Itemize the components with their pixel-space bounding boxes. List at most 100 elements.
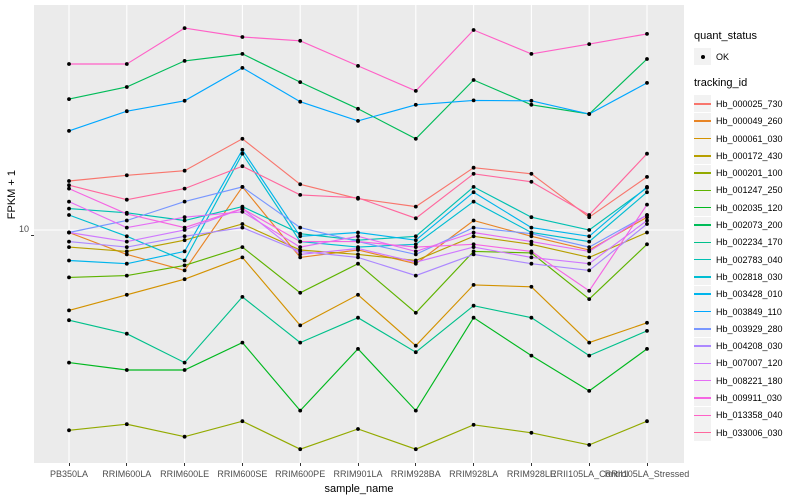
x-tick-mark (646, 463, 648, 466)
data-point (587, 443, 592, 447)
line-swatch (694, 389, 711, 407)
data-point (413, 102, 418, 107)
data-point (356, 255, 360, 260)
line-swatch (694, 285, 711, 303)
data-point (356, 315, 360, 320)
x-tick-label: RRIM928LA (449, 469, 499, 479)
legend-item-Hb_002783_040: Hb_002783_040 (694, 251, 800, 269)
x-tick-mark (241, 463, 243, 466)
legend-item-label: Hb_002234_170 (716, 237, 783, 248)
data-point (645, 57, 649, 61)
line-swatch-segment (694, 155, 711, 157)
data-point (587, 228, 592, 232)
y-tick-mark (31, 234, 34, 236)
data-point (356, 239, 360, 244)
legend-item-Hb_002234_170: Hb_002234_170 (694, 233, 800, 251)
data-point (471, 234, 476, 239)
data-point (298, 447, 303, 452)
data-point (124, 292, 129, 297)
data-point (182, 26, 187, 30)
data-point (529, 239, 534, 244)
data-point (124, 239, 129, 244)
data-point (298, 234, 303, 239)
data-point (356, 230, 360, 235)
data-point (240, 147, 245, 152)
data-point (413, 245, 418, 250)
data-point (124, 273, 129, 278)
x-tick-mark (184, 463, 186, 466)
data-point (298, 323, 303, 328)
legend-tracking-id-title: tracking_id (694, 77, 748, 90)
line-swatch-segment (694, 328, 711, 330)
legend-ok-label: OK (716, 51, 730, 62)
legend-tracking-items: Hb_000025_730 Hb_000049_260 Hb_000061_030 H… (694, 95, 800, 442)
data-point (413, 238, 418, 243)
data-point (413, 216, 418, 221)
data-point (298, 249, 303, 254)
data-point (124, 261, 129, 266)
data-point (67, 179, 71, 183)
legend-item-Hb_009911_030: Hb_009911_030 (694, 389, 800, 407)
data-point (67, 186, 71, 191)
data-point (645, 32, 649, 36)
legend-item-Hb_003849_110: Hb_003849_110 (694, 303, 800, 320)
data-point (529, 255, 534, 260)
legend-quant-status-title: quant_status (694, 30, 757, 42)
data-point (529, 249, 534, 254)
line-swatch (694, 303, 711, 320)
legend-item-Hb_003929_280: Hb_003929_280 (694, 320, 800, 338)
legend-item-Hb_003428_010: Hb_003428_010 (694, 285, 800, 303)
data-point (67, 308, 71, 313)
x-axis-title: sample_name (324, 483, 394, 495)
legend-item-label: Hb_002783_040 (716, 254, 783, 265)
legend-item-Hb_000061_030: Hb_000061_030 (694, 130, 800, 148)
data-point (587, 42, 592, 46)
data-point (240, 225, 245, 230)
legend-item-ok: OK (694, 48, 800, 66)
data-point (529, 225, 534, 230)
data-point (471, 98, 476, 103)
data-point (298, 340, 303, 345)
data-point (356, 252, 360, 257)
data-point (587, 112, 592, 116)
data-point (413, 343, 418, 348)
data-point (67, 183, 71, 188)
data-point (587, 288, 592, 293)
data-point (471, 185, 476, 189)
data-point (240, 151, 245, 156)
data-point (529, 179, 534, 184)
legend: quant_status OK tracking_id Hb_000025_73… (694, 30, 800, 442)
line-swatch-segment (694, 137, 711, 140)
data-point (645, 202, 649, 207)
point-icon (700, 54, 705, 59)
x-tick-mark (299, 463, 301, 466)
data-point (413, 252, 418, 257)
y-axis-title: FPKM + 1 (6, 170, 18, 220)
data-point (587, 389, 592, 393)
x-tick-mark (588, 463, 590, 466)
legend-item-label: Hb_003428_010 (716, 289, 783, 300)
legend-item-label: Hb_033006_030 (716, 427, 783, 438)
data-point (240, 295, 245, 299)
data-point (240, 136, 245, 141)
line-swatch-segment (694, 379, 711, 382)
data-point (67, 213, 71, 217)
data-point (413, 273, 418, 278)
data-point (645, 320, 649, 325)
data-point (413, 89, 418, 93)
data-point (645, 151, 649, 156)
line-swatch (694, 233, 711, 251)
data-point (182, 277, 187, 282)
data-point (356, 64, 360, 68)
legend-item-Hb_002073_200: Hb_002073_200 (694, 216, 800, 234)
data-point (124, 109, 129, 114)
data-point (356, 261, 360, 266)
line-swatch (694, 164, 711, 182)
data-point (67, 62, 71, 66)
data-point (182, 98, 187, 103)
data-point (471, 28, 476, 32)
data-point (645, 175, 649, 179)
line-swatch (694, 130, 711, 148)
data-point (240, 209, 245, 214)
